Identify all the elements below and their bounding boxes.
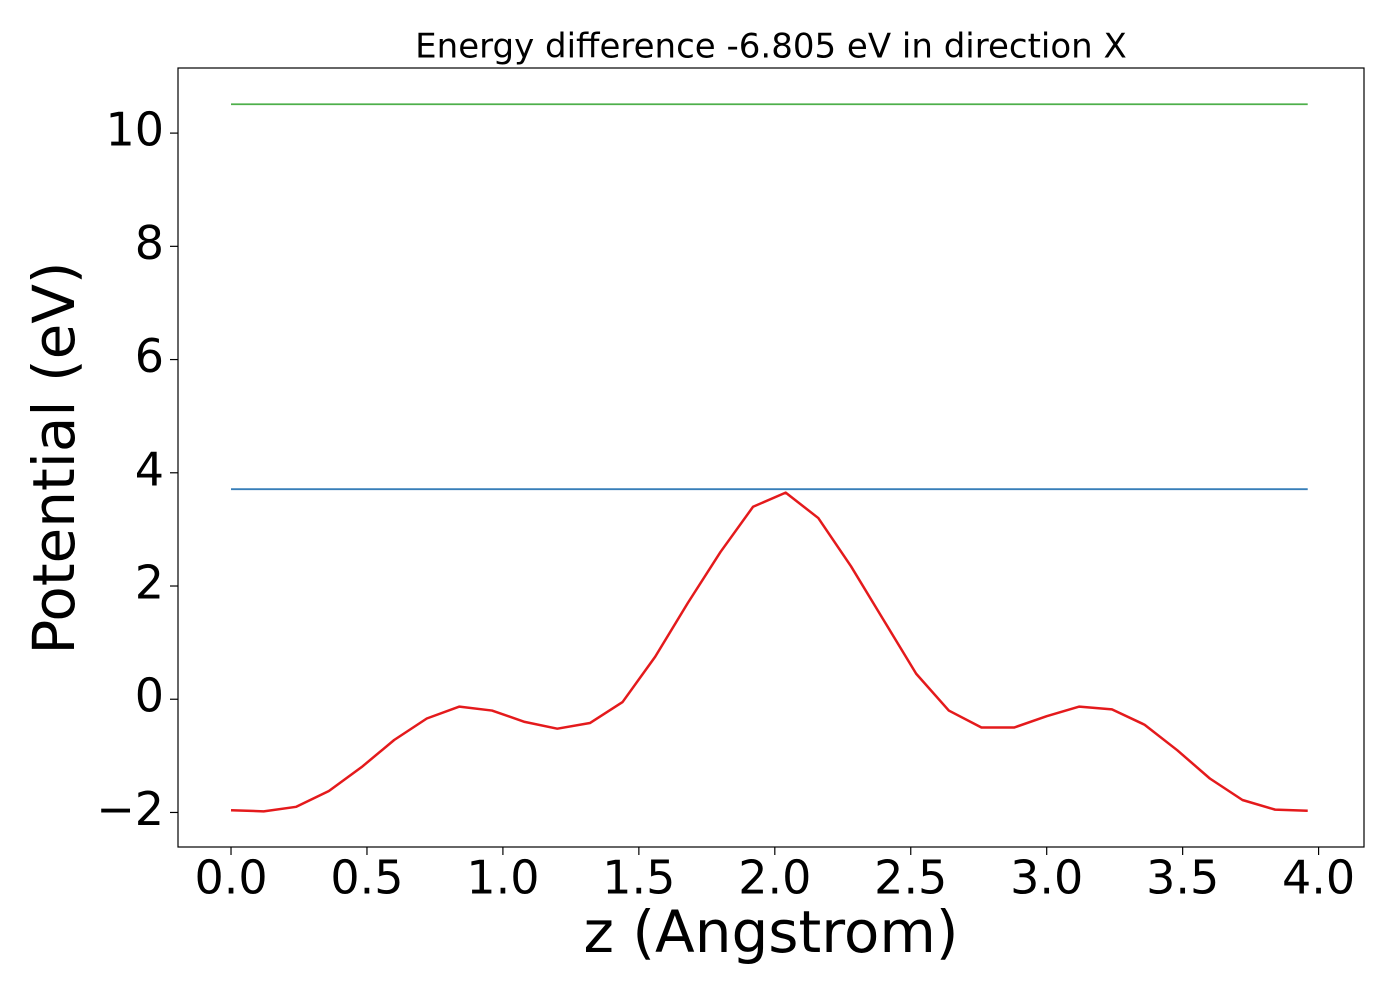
x-tick-label: 0.0: [194, 851, 267, 905]
x-tick-label: 2.0: [738, 851, 811, 905]
y-tick-label: 0: [135, 669, 164, 723]
y-tick-label: 10: [105, 103, 164, 157]
y-tick-label: 4: [135, 442, 164, 496]
plot-frame: [177, 67, 1365, 848]
y-tick-label: 8: [135, 216, 164, 270]
x-tick-label: 1.5: [602, 851, 675, 905]
x-tick-label: 0.5: [330, 851, 403, 905]
x-axis-label: z (Angstrom): [584, 898, 959, 966]
x-tick-label: 3.5: [1146, 851, 1219, 905]
y-axis-label: Potential (eV): [20, 261, 88, 654]
x-tick-label: 3.0: [1010, 851, 1083, 905]
series-line: [230, 491, 1308, 813]
x-tick-label: 4.0: [1282, 851, 1355, 905]
x-tick-label: 1.0: [466, 851, 539, 905]
y-tick-label: −2: [96, 782, 164, 836]
y-tick-label: 2: [135, 556, 164, 610]
x-tick-label: 2.5: [874, 851, 947, 905]
y-tick-label: 6: [135, 329, 164, 383]
chart-title: Energy difference -6.805 eV in direction…: [415, 27, 1127, 67]
